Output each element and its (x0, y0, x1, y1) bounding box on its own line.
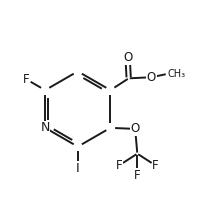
Text: O: O (147, 71, 156, 84)
Text: O: O (123, 51, 132, 64)
Text: N: N (41, 121, 50, 134)
Text: F: F (134, 169, 141, 182)
Text: O: O (131, 123, 140, 135)
Text: CH₃: CH₃ (167, 69, 185, 79)
Text: F: F (23, 73, 30, 86)
Text: F: F (116, 159, 122, 172)
Text: F: F (152, 159, 159, 172)
Text: I: I (76, 162, 80, 175)
